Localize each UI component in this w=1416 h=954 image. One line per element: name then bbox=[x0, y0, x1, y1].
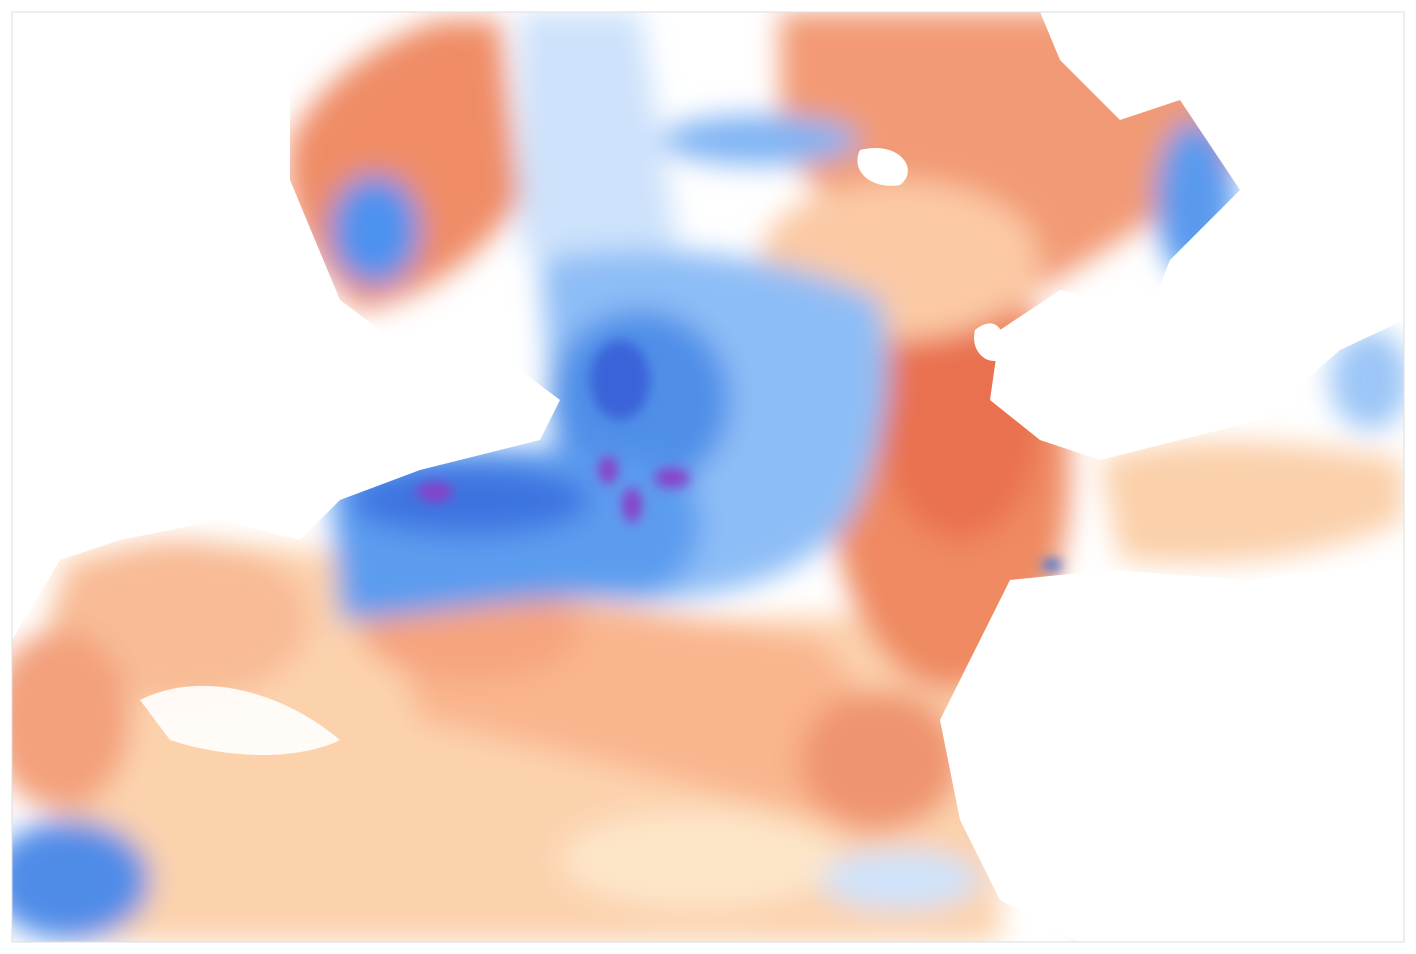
map-frame bbox=[11, 11, 1405, 943]
anomaly-layer bbox=[12, 12, 1404, 942]
land bbox=[12, 12, 1404, 942]
